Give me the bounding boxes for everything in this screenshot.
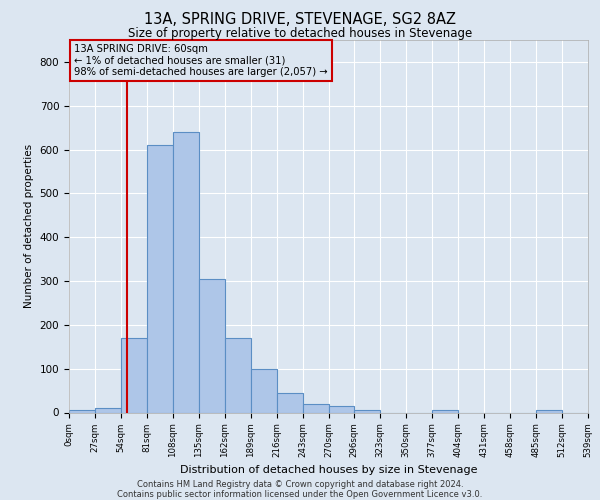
Text: Contains HM Land Registry data © Crown copyright and database right 2024.: Contains HM Land Registry data © Crown c…: [137, 480, 463, 489]
Bar: [147, 145, 173, 412]
Bar: [329, 406, 354, 412]
X-axis label: Distribution of detached houses by size in Stevenage: Distribution of detached houses by size …: [180, 466, 477, 475]
Text: Size of property relative to detached houses in Stevenage: Size of property relative to detached ho…: [128, 28, 472, 40]
Text: 13A, SPRING DRIVE, STEVENAGE, SG2 8AZ: 13A, SPRING DRIVE, STEVENAGE, SG2 8AZ: [144, 12, 456, 28]
Bar: [121, 338, 147, 412]
Bar: [69, 410, 95, 412]
Bar: [95, 408, 121, 412]
Text: 13A SPRING DRIVE: 60sqm
← 1% of detached houses are smaller (31)
98% of semi-det: 13A SPRING DRIVE: 60sqm ← 1% of detached…: [74, 44, 328, 77]
Y-axis label: Number of detached properties: Number of detached properties: [24, 144, 34, 308]
Text: Contains public sector information licensed under the Open Government Licence v3: Contains public sector information licen…: [118, 490, 482, 499]
Bar: [277, 393, 303, 412]
Bar: [432, 410, 458, 412]
Bar: [173, 132, 199, 412]
Bar: [199, 279, 225, 412]
Bar: [251, 368, 277, 412]
Bar: [303, 404, 329, 412]
Bar: [225, 338, 251, 412]
Bar: [354, 410, 380, 412]
Bar: [536, 410, 562, 412]
